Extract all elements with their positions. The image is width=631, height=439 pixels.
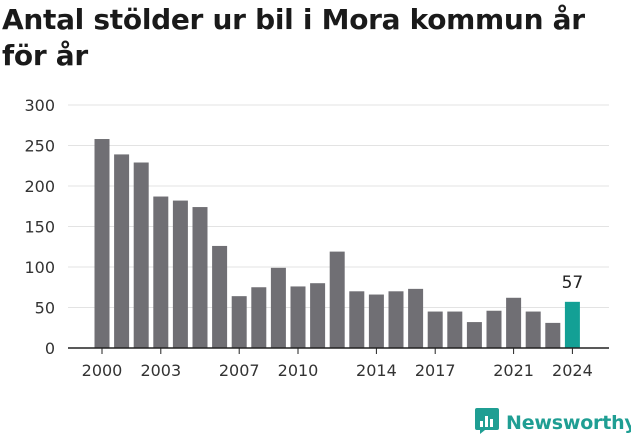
bar-2003	[153, 196, 169, 348]
x-tick-label: 2014	[356, 361, 397, 380]
x-tick-label: 2003	[140, 361, 181, 380]
bar-2011	[310, 283, 326, 348]
y-tick-label: 100	[24, 258, 55, 277]
y-tick-label: 300	[24, 96, 55, 115]
bar-2002	[133, 162, 149, 348]
y-tick-label: 0	[45, 339, 55, 358]
chart-title: Antal stölder ur bil i Mora kommun år fö…	[2, 3, 585, 72]
bar-2012	[329, 251, 345, 348]
bar-2016	[408, 288, 424, 348]
y-tick-label: 150	[24, 218, 55, 237]
bar-2009	[270, 267, 286, 348]
bar-2001	[114, 154, 130, 348]
bar-2015	[388, 291, 404, 348]
x-tick-label: 2000	[82, 361, 123, 380]
bar-2023	[545, 322, 561, 348]
data-label-2024: 57	[562, 273, 584, 293]
y-axis-tick-labels: 0 50 100 150 200 250 300	[24, 96, 55, 358]
bar-2004	[172, 200, 188, 348]
bar-2018	[447, 311, 463, 348]
bar-2020	[486, 310, 502, 348]
newsworthy-brand: Newsworthy	[474, 407, 631, 439]
bar-2008	[251, 287, 267, 348]
x-tick-label: 2024	[552, 361, 593, 380]
newsworthy-logo-icon	[474, 407, 500, 439]
x-tick-label: 2010	[278, 361, 319, 380]
newsworthy-wordmark: Newsworthy	[506, 412, 631, 434]
bar-2013	[349, 291, 365, 348]
bars	[94, 139, 580, 348]
bar-2022	[525, 311, 541, 348]
bar-2017	[427, 311, 443, 348]
bar-2024	[564, 301, 580, 348]
bar-2021	[506, 297, 522, 348]
x-tick-label: 2007	[219, 361, 260, 380]
y-tick-label: 250	[24, 137, 55, 156]
y-tick-label: 200	[24, 177, 55, 196]
y-tick-label: 50	[35, 299, 55, 318]
bar-2006	[212, 245, 228, 348]
x-tick-label: 2021	[493, 361, 534, 380]
bar-2005	[192, 207, 208, 348]
x-tick-label: 2017	[415, 361, 456, 380]
bar-2010	[290, 286, 306, 348]
bar-2014	[368, 294, 384, 348]
bar-2019	[466, 322, 482, 348]
bar-2000	[94, 139, 110, 348]
x-axis-tick-labels: 2000 2003 2007 2010 2014 2017 2021 2024	[82, 348, 593, 380]
data-labels: 57	[562, 273, 584, 293]
bar-2007	[231, 296, 247, 348]
